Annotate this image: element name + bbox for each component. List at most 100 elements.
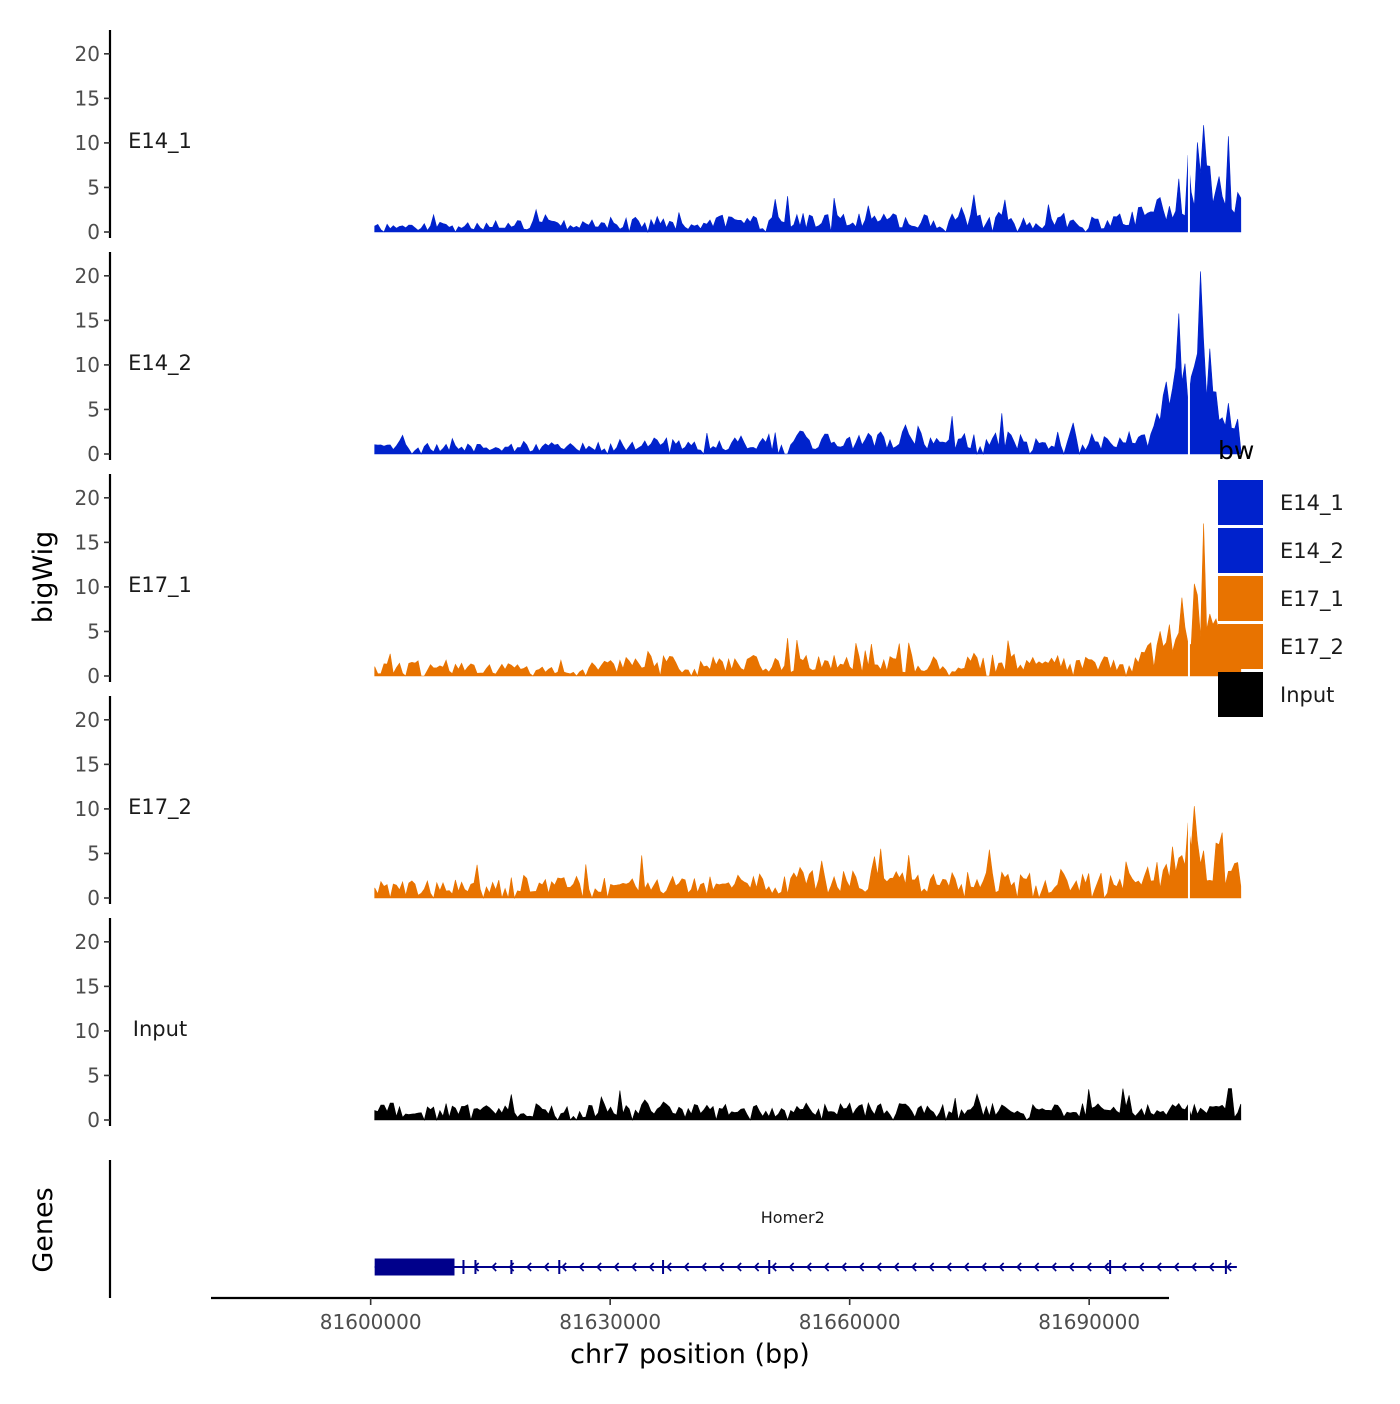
gene-strand-arrow (928, 1262, 935, 1272)
gene-strand-arrow (963, 1262, 970, 1272)
gene-label-Homer2: Homer2 (761, 1208, 825, 1227)
coverage-area-E17_1 (374, 523, 1242, 678)
legend-title: bw (1218, 436, 1254, 465)
y-tick-label: 15 (75, 974, 100, 998)
legend-key-E14_1 (1218, 480, 1263, 525)
coverage-area-Input (374, 1088, 1242, 1122)
legend-key-Input (1218, 672, 1263, 717)
x-tick-label: 81690000 (1038, 1310, 1140, 1334)
gene-strand-arrow (666, 1262, 672, 1272)
y-tick-label: 10 (75, 797, 100, 821)
gene-strand-arrow (1121, 1262, 1127, 1272)
x-tick-label: 81660000 (799, 1310, 901, 1334)
gene-strand-arrow (718, 1262, 725, 1272)
gene-strand-arrow (1016, 1262, 1022, 1272)
y-tick-label: 0 (87, 442, 100, 466)
y-tick-label: 15 (75, 86, 100, 110)
coverage-area-E17_2 (374, 806, 1242, 900)
gene-strand-arrow (1208, 1262, 1215, 1272)
y-tick-label: 15 (75, 308, 100, 332)
gene-exon (510, 1260, 513, 1274)
gene-strand-arrow (1191, 1262, 1197, 1272)
gene-strand-arrow (841, 1262, 847, 1272)
y-tick-label: 15 (75, 752, 100, 776)
gene-exon (662, 1260, 665, 1274)
x-tick-label: 81630000 (559, 1310, 661, 1334)
track-panel-E14_2: 0 5 10 15 20 E14_2 (75, 252, 1242, 466)
y-tick-label: 5 (87, 397, 100, 421)
gene-strand-arrow (1051, 1262, 1057, 1272)
x-axis-title: chr7 position (bp) (570, 1339, 810, 1370)
gene-strand-arrow (543, 1262, 550, 1272)
coverage-area-E14_2 (374, 271, 1242, 456)
gene-strand-arrow (806, 1262, 812, 1272)
gene-strand-arrow (631, 1262, 637, 1272)
track-panel-E17_1: 0 5 10 15 20 E17_1 (75, 474, 1242, 688)
track-label-E17_1: E17_1 (128, 573, 192, 598)
gene-strand-arrow (771, 1262, 777, 1272)
legend-label-E14_1: E14_1 (1280, 491, 1344, 516)
gene-exon (1224, 1260, 1227, 1274)
track-label-Input: Input (133, 1017, 187, 1041)
gene-exon (374, 1258, 455, 1276)
gene-strand-arrow (1086, 1262, 1092, 1272)
track-label-E17_2: E17_2 (128, 795, 192, 820)
gene-strand-arrow (1173, 1262, 1180, 1272)
legend-key-E14_2 (1218, 528, 1263, 573)
gene-strand-arrow (876, 1262, 882, 1272)
gene-strand-arrow (911, 1262, 917, 1272)
gene-strand-arrow (1103, 1262, 1110, 1272)
track-panel-Input: 0 5 10 15 20 Input (75, 918, 1242, 1132)
legend-key-E17_1 (1218, 576, 1263, 621)
gene-strand-arrow (753, 1262, 760, 1272)
gene-strand-arrow (613, 1262, 620, 1272)
y-tick-label: 10 (75, 1019, 100, 1043)
gene-strand-arrow (823, 1262, 830, 1272)
legend-key-E17_2 (1218, 624, 1263, 669)
track-panel-E14_1: 0 5 10 15 20 E14_1 (75, 30, 1242, 244)
legend-label-Input: Input (1280, 683, 1334, 707)
gene-strand-arrow (561, 1262, 567, 1272)
gene-exon (462, 1260, 465, 1274)
y-tick-label: 0 (87, 664, 100, 688)
y-tick-label: 0 (87, 1108, 100, 1132)
track-panels: 05101520E14_105101520E14_205101520E17_10… (75, 30, 1242, 1132)
gene-strand-arrow (526, 1262, 532, 1272)
x-tick-label: 81600000 (320, 1310, 422, 1334)
y-axis-title: bigWig (28, 531, 59, 624)
y-tick-label: 20 (75, 42, 100, 66)
gene-strand-arrow (981, 1262, 987, 1272)
legend: bw E14_1 E14_2 E17_1 E17_2 Input (1218, 436, 1344, 717)
gene-strand-arrow (683, 1262, 690, 1272)
gene-strand-arrow (736, 1262, 742, 1272)
gene-strand-arrow (648, 1262, 655, 1272)
gene-exon (768, 1260, 771, 1274)
genes-panel-title: Genes (28, 1187, 59, 1272)
gene-strand-arrow (701, 1262, 707, 1272)
y-tick-label: 10 (75, 575, 100, 599)
gene-strand-arrow (946, 1262, 952, 1272)
y-tick-label: 10 (75, 353, 100, 377)
gene-exon (474, 1260, 477, 1274)
legend-label-E17_1: E17_1 (1280, 587, 1344, 612)
coverage-area-E14_1 (374, 125, 1242, 234)
gene-strand-arrow (1138, 1262, 1145, 1272)
x-axis: 81600000 81630000 81660000 81690000 (211, 1296, 1169, 1334)
gene-strand-arrow (491, 1262, 497, 1272)
genes-panel: Homer2 (108, 1160, 1237, 1298)
gene-strand-arrow (578, 1262, 585, 1272)
gene-strand-arrow (998, 1262, 1005, 1272)
y-tick-label: 20 (75, 264, 100, 288)
gene-strand-arrow (596, 1262, 602, 1272)
gene-strand-arrow (858, 1262, 865, 1272)
gene-strand-arrow (788, 1262, 795, 1272)
legend-label-E17_2: E17_2 (1280, 635, 1344, 660)
y-tick-label: 20 (75, 708, 100, 732)
y-tick-label: 5 (87, 1063, 100, 1087)
legend-label-E14_2: E14_2 (1280, 539, 1344, 564)
gene-strand-arrow (1068, 1262, 1075, 1272)
gene-Homer2: Homer2 (374, 1208, 1237, 1276)
gene-strand-arrow (893, 1262, 900, 1272)
gene-strand-arrow (1156, 1262, 1162, 1272)
